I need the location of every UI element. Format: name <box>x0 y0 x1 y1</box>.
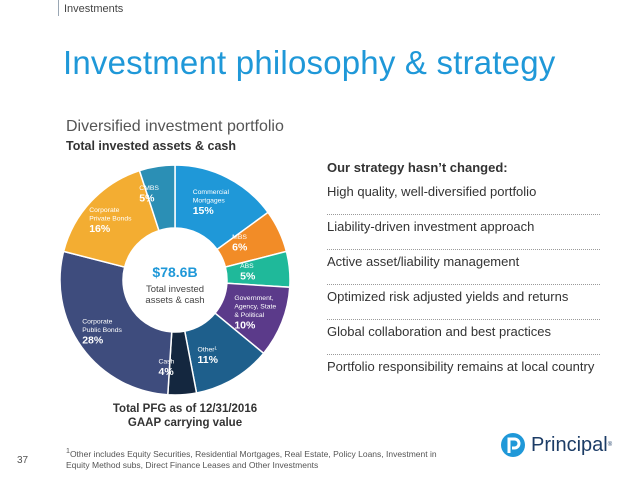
footnote-text: Other includes Equity Securities, Reside… <box>66 448 437 470</box>
portfolio-subtitle: Diversified investment portfolio <box>66 118 284 135</box>
chart-title: Total invested assets & cash <box>66 139 236 153</box>
caption-line-2: GAAP carrying value <box>127 417 243 429</box>
caption-line-1: Total PFG as of 12/31/2016 <box>112 403 258 415</box>
center-label-line-2: assets & cash <box>145 295 204 306</box>
donut-slice <box>138 164 176 232</box>
strategy-heading: Our strategy hasn’t changed: <box>327 160 508 175</box>
slice-value-label: 4% <box>158 366 174 378</box>
logo-registered-mark: ® <box>607 442 613 448</box>
footnote-marker: 1 <box>66 447 70 455</box>
principal-logo-icon <box>501 433 525 457</box>
slice-value-label: 11% <box>198 354 219 366</box>
footnote: 1Other includes Equity Securities, Resid… <box>66 446 446 471</box>
section-label: Investments <box>64 3 124 15</box>
slice-category-label: ABS <box>240 263 254 270</box>
slice-value-label: 10% <box>234 319 256 331</box>
center-value: $78.6B <box>152 264 197 280</box>
logo-wordmark: Principal <box>531 433 608 456</box>
portfolio-donut-chart: Commercial Mortgages15%MBS6%ABS5%Governme… <box>60 164 291 396</box>
strategy-item: Global collaboration and best practices <box>327 320 600 355</box>
slice-value-label: 16% <box>89 223 111 235</box>
donut-slice <box>60 250 173 396</box>
page-title: Investment philosophy & strategy <box>63 44 556 81</box>
slice-value-label: 6% <box>232 241 248 253</box>
strategy-item: Portfolio responsibility remains at loca… <box>327 359 595 374</box>
slice-category-label: Corporate Private Bonds <box>89 207 132 223</box>
section-divider <box>58 0 59 16</box>
donut-slices <box>60 164 291 396</box>
strategy-list: High quality, well-diversified portfolio… <box>327 180 600 390</box>
strategy-item: Optimized risk adjusted yields and retur… <box>327 285 600 320</box>
slice-category-label: CMBS <box>139 185 159 192</box>
center-label-line-1: Total invested <box>146 284 204 295</box>
slice-category-label: Government, Agency, State & Political <box>234 295 276 319</box>
donut-labels: Commercial Mortgages15%MBS6%ABS5%Governme… <box>82 185 276 378</box>
slice-value-label: 15% <box>193 205 215 217</box>
company-logo: Principal ® <box>500 432 612 458</box>
slice-category-label: Corporate Public Bonds <box>82 318 122 334</box>
slice-category-label: MBS <box>232 234 247 241</box>
slice-value-label: 5% <box>240 271 256 283</box>
strategy-item: Liability-driven investment approach <box>327 215 600 250</box>
strategy-item: Active asset/liability management <box>327 250 600 285</box>
slice-category-label: Other¹ <box>198 347 218 354</box>
chart-caption: Total PFG as of 12/31/2016 GAAP carrying… <box>100 402 270 430</box>
page-number: 37 <box>17 455 29 466</box>
slice-category-label: Cash <box>158 359 174 366</box>
slice-value-label: 5% <box>139 192 155 204</box>
strategy-item: High quality, well-diversified portfolio <box>327 180 600 215</box>
slice-category-label: Commercial Mortgages <box>193 189 230 205</box>
slice-value-label: 28% <box>82 334 104 346</box>
